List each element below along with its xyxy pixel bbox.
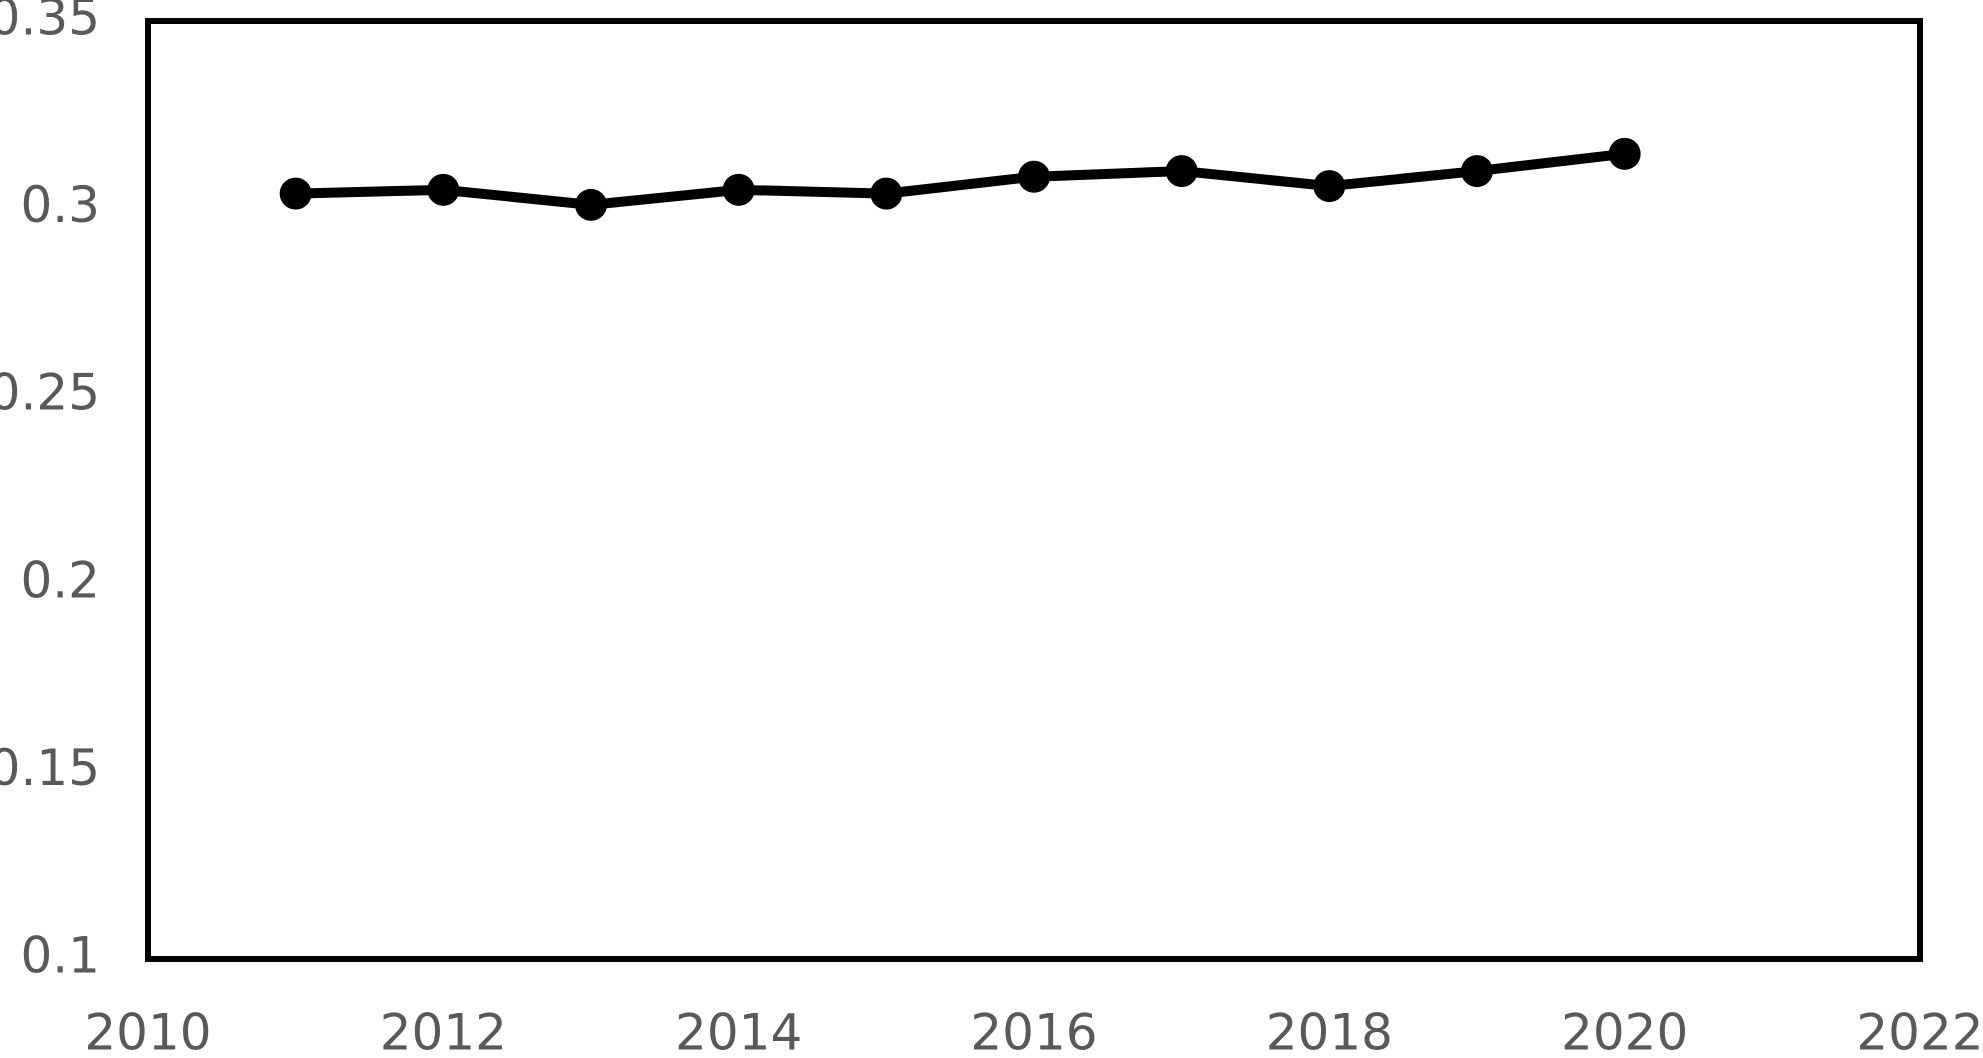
data-point [1165, 155, 1198, 188]
x-tick-label: 2018 [1266, 1004, 1393, 1058]
y-tick-label: 0.2 [20, 551, 100, 609]
y-tick-label: 0.1 [20, 927, 100, 985]
data-point [1018, 160, 1050, 193]
y-tick-label: 0.15 [0, 739, 100, 797]
y-tick-label: 0.3 [20, 176, 100, 234]
x-tick-label: 2020 [1561, 1004, 1688, 1058]
data-point [1461, 155, 1493, 188]
x-tick-label: 2012 [380, 1004, 507, 1058]
data-point [575, 188, 607, 221]
data-point [279, 177, 312, 210]
y-tick-label: 0.25 [0, 364, 100, 422]
data-point [722, 173, 755, 206]
x-tick-label: 2010 [84, 1004, 211, 1058]
plot-frame [145, 18, 1923, 962]
y-tick-label: 0.35 [0, 0, 100, 47]
data-point [1608, 137, 1641, 170]
x-tick-label: 2014 [675, 1004, 802, 1058]
x-tick-label: 2022 [1856, 1004, 1983, 1058]
x-tick-label: 2016 [970, 1004, 1097, 1058]
data-line [295, 148, 1626, 210]
data-point [427, 173, 460, 206]
data-point [1313, 170, 1346, 203]
data-point [870, 177, 903, 210]
